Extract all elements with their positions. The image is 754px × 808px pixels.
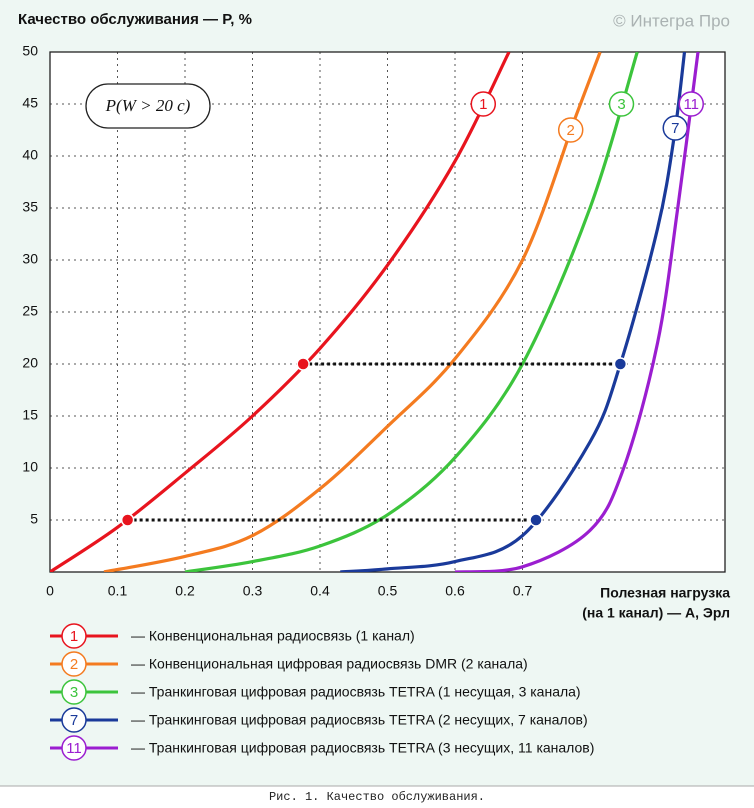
y-tick-label: 15 — [22, 407, 38, 423]
legend-label: — Конвенциональная радиосвязь (1 канал) — [131, 628, 415, 644]
x-tick-label: 0.1 — [108, 583, 128, 599]
y-tick-label: 35 — [22, 199, 38, 215]
x-axis-label: Полезная нагрузка — [600, 585, 730, 601]
series-badge — [470, 91, 497, 117]
legend-label: — Транкинговая цифровая радиосвязь TETRA… — [131, 740, 594, 756]
annotation: P(W > 20 c) — [105, 96, 191, 115]
y-tick-label: 30 — [22, 251, 38, 267]
legend-label: — Транкинговая цифровая радиосвязь TETRA… — [131, 684, 581, 700]
plot: 5 10 15 20 25 30 35 40 45 50 0 0.1 0.2 0.3 0.4 0.5 0.6 0.… — [22, 43, 726, 599]
x-tick-label: 0.3 — [243, 583, 263, 599]
y-tick-label: 5 — [30, 511, 38, 527]
legend-badge-label: 7 — [70, 712, 78, 729]
legend-badge — [61, 651, 87, 677]
series-badge-label: 7 — [671, 120, 679, 137]
x-tick-label: 0.7 — [513, 583, 533, 599]
series-line — [184, 52, 639, 572]
legend-badge-label: 2 — [70, 656, 78, 673]
guide-point — [120, 513, 135, 527]
caption: Рис. 1. Качество обслуживания. — [269, 790, 485, 804]
y-tick-label: 25 — [22, 303, 38, 319]
series-badge — [678, 91, 704, 117]
y-tick-label: 20 — [22, 355, 38, 371]
series-line — [454, 52, 700, 572]
legend-badge — [61, 707, 87, 733]
x-tick-label: 0.5 — [378, 583, 398, 599]
legend-badge-label: 1 — [70, 628, 78, 645]
legend-label: — Конвенциональная цифровая радиосвязь D… — [131, 656, 528, 672]
legend-badge — [61, 679, 87, 705]
x-axis-label: (на 1 канал) — A, Эрл — [582, 605, 730, 621]
watermark: © Интегра Про — [613, 11, 730, 30]
plot-frame — [49, 51, 726, 573]
legend-badge — [61, 623, 87, 649]
series-badge — [557, 117, 584, 143]
guide-point — [613, 357, 628, 371]
x-tick-label: 0 — [46, 583, 54, 599]
series-line — [340, 52, 687, 572]
series-badge-label: 11 — [683, 96, 699, 113]
y-tick-label: 40 — [22, 147, 38, 163]
legend-badge — [61, 735, 87, 761]
series-badge-label: 1 — [479, 96, 487, 113]
guide-point — [529, 513, 543, 527]
y-tick-label: 10 — [22, 459, 38, 475]
legend-label: — Транкинговая цифровая радиосвязь TETRA… — [131, 712, 588, 728]
caption-area — [0, 786, 754, 808]
x-tick-label: 0.6 — [445, 583, 465, 599]
annotation-box — [85, 83, 211, 129]
guide-point — [296, 357, 310, 371]
legend-badge-label: 11 — [66, 740, 82, 757]
series-badge-label: 3 — [617, 96, 625, 113]
legend-badge-label: 3 — [70, 684, 78, 701]
x-tick-label: 0.4 — [310, 583, 330, 599]
y-tick-label: 50 — [22, 43, 38, 59]
y-tick-label: 45 — [22, 95, 38, 111]
chart-title: Качество обслуживания — P, % — [18, 11, 252, 28]
series-badge-label: 2 — [567, 122, 575, 139]
series-line — [103, 52, 602, 572]
series-badge — [608, 91, 635, 117]
x-tick-label: 0.2 — [175, 583, 195, 599]
